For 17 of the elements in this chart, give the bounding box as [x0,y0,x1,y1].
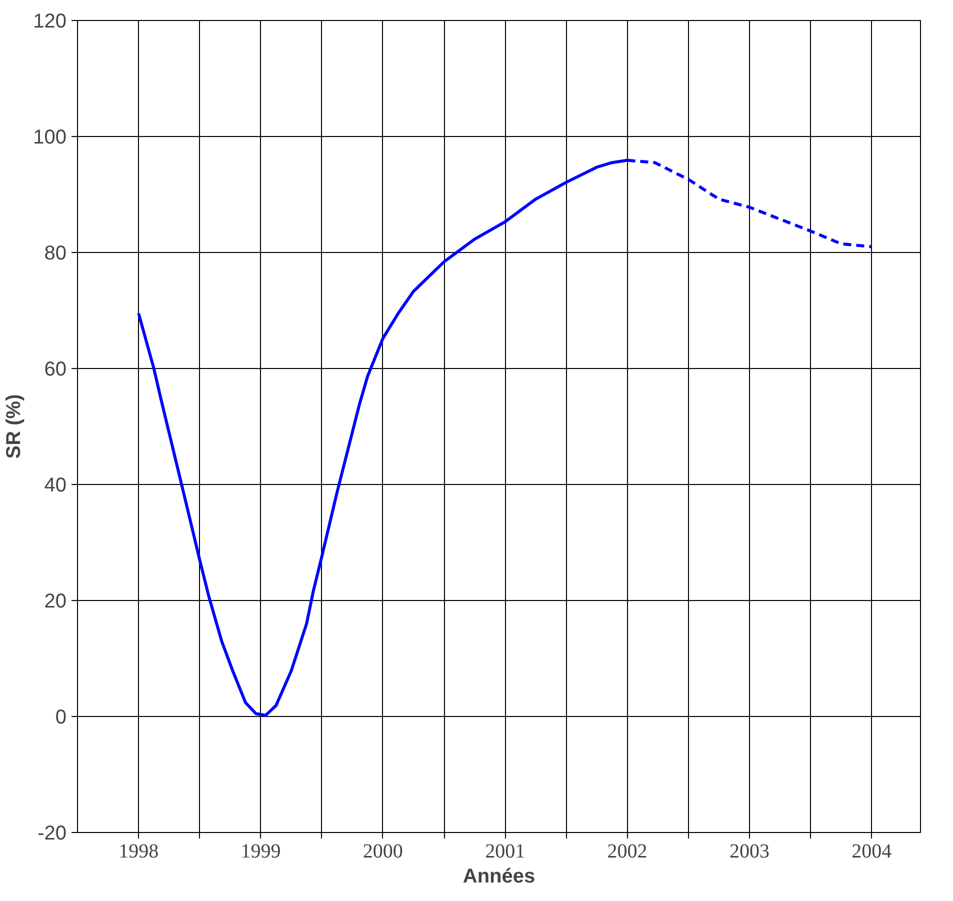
y-tick-label: 0 [55,706,66,728]
y-tick-label: 20 [44,590,67,612]
x-tick-label: 2001 [485,840,526,862]
y-tick-label: -20 [38,822,66,844]
y-axis-title: SR (%) [3,394,26,459]
x-tick-label: 2003 [729,840,770,862]
x-tick-label: 1999 [240,840,281,862]
x-tick-label: 2002 [607,840,648,862]
x-axis-title: Années [462,866,536,888]
x-tick-label: 2000 [362,840,403,862]
x-tick-label: 1998 [118,840,159,862]
x-tick-label: 2004 [852,840,892,862]
y-tick-label: 40 [44,474,67,496]
y-tick-label: 80 [44,242,67,264]
y-tick-label: 120 [33,10,67,32]
y-tick-label: 100 [33,126,67,148]
y-tick-label: 60 [44,358,67,380]
